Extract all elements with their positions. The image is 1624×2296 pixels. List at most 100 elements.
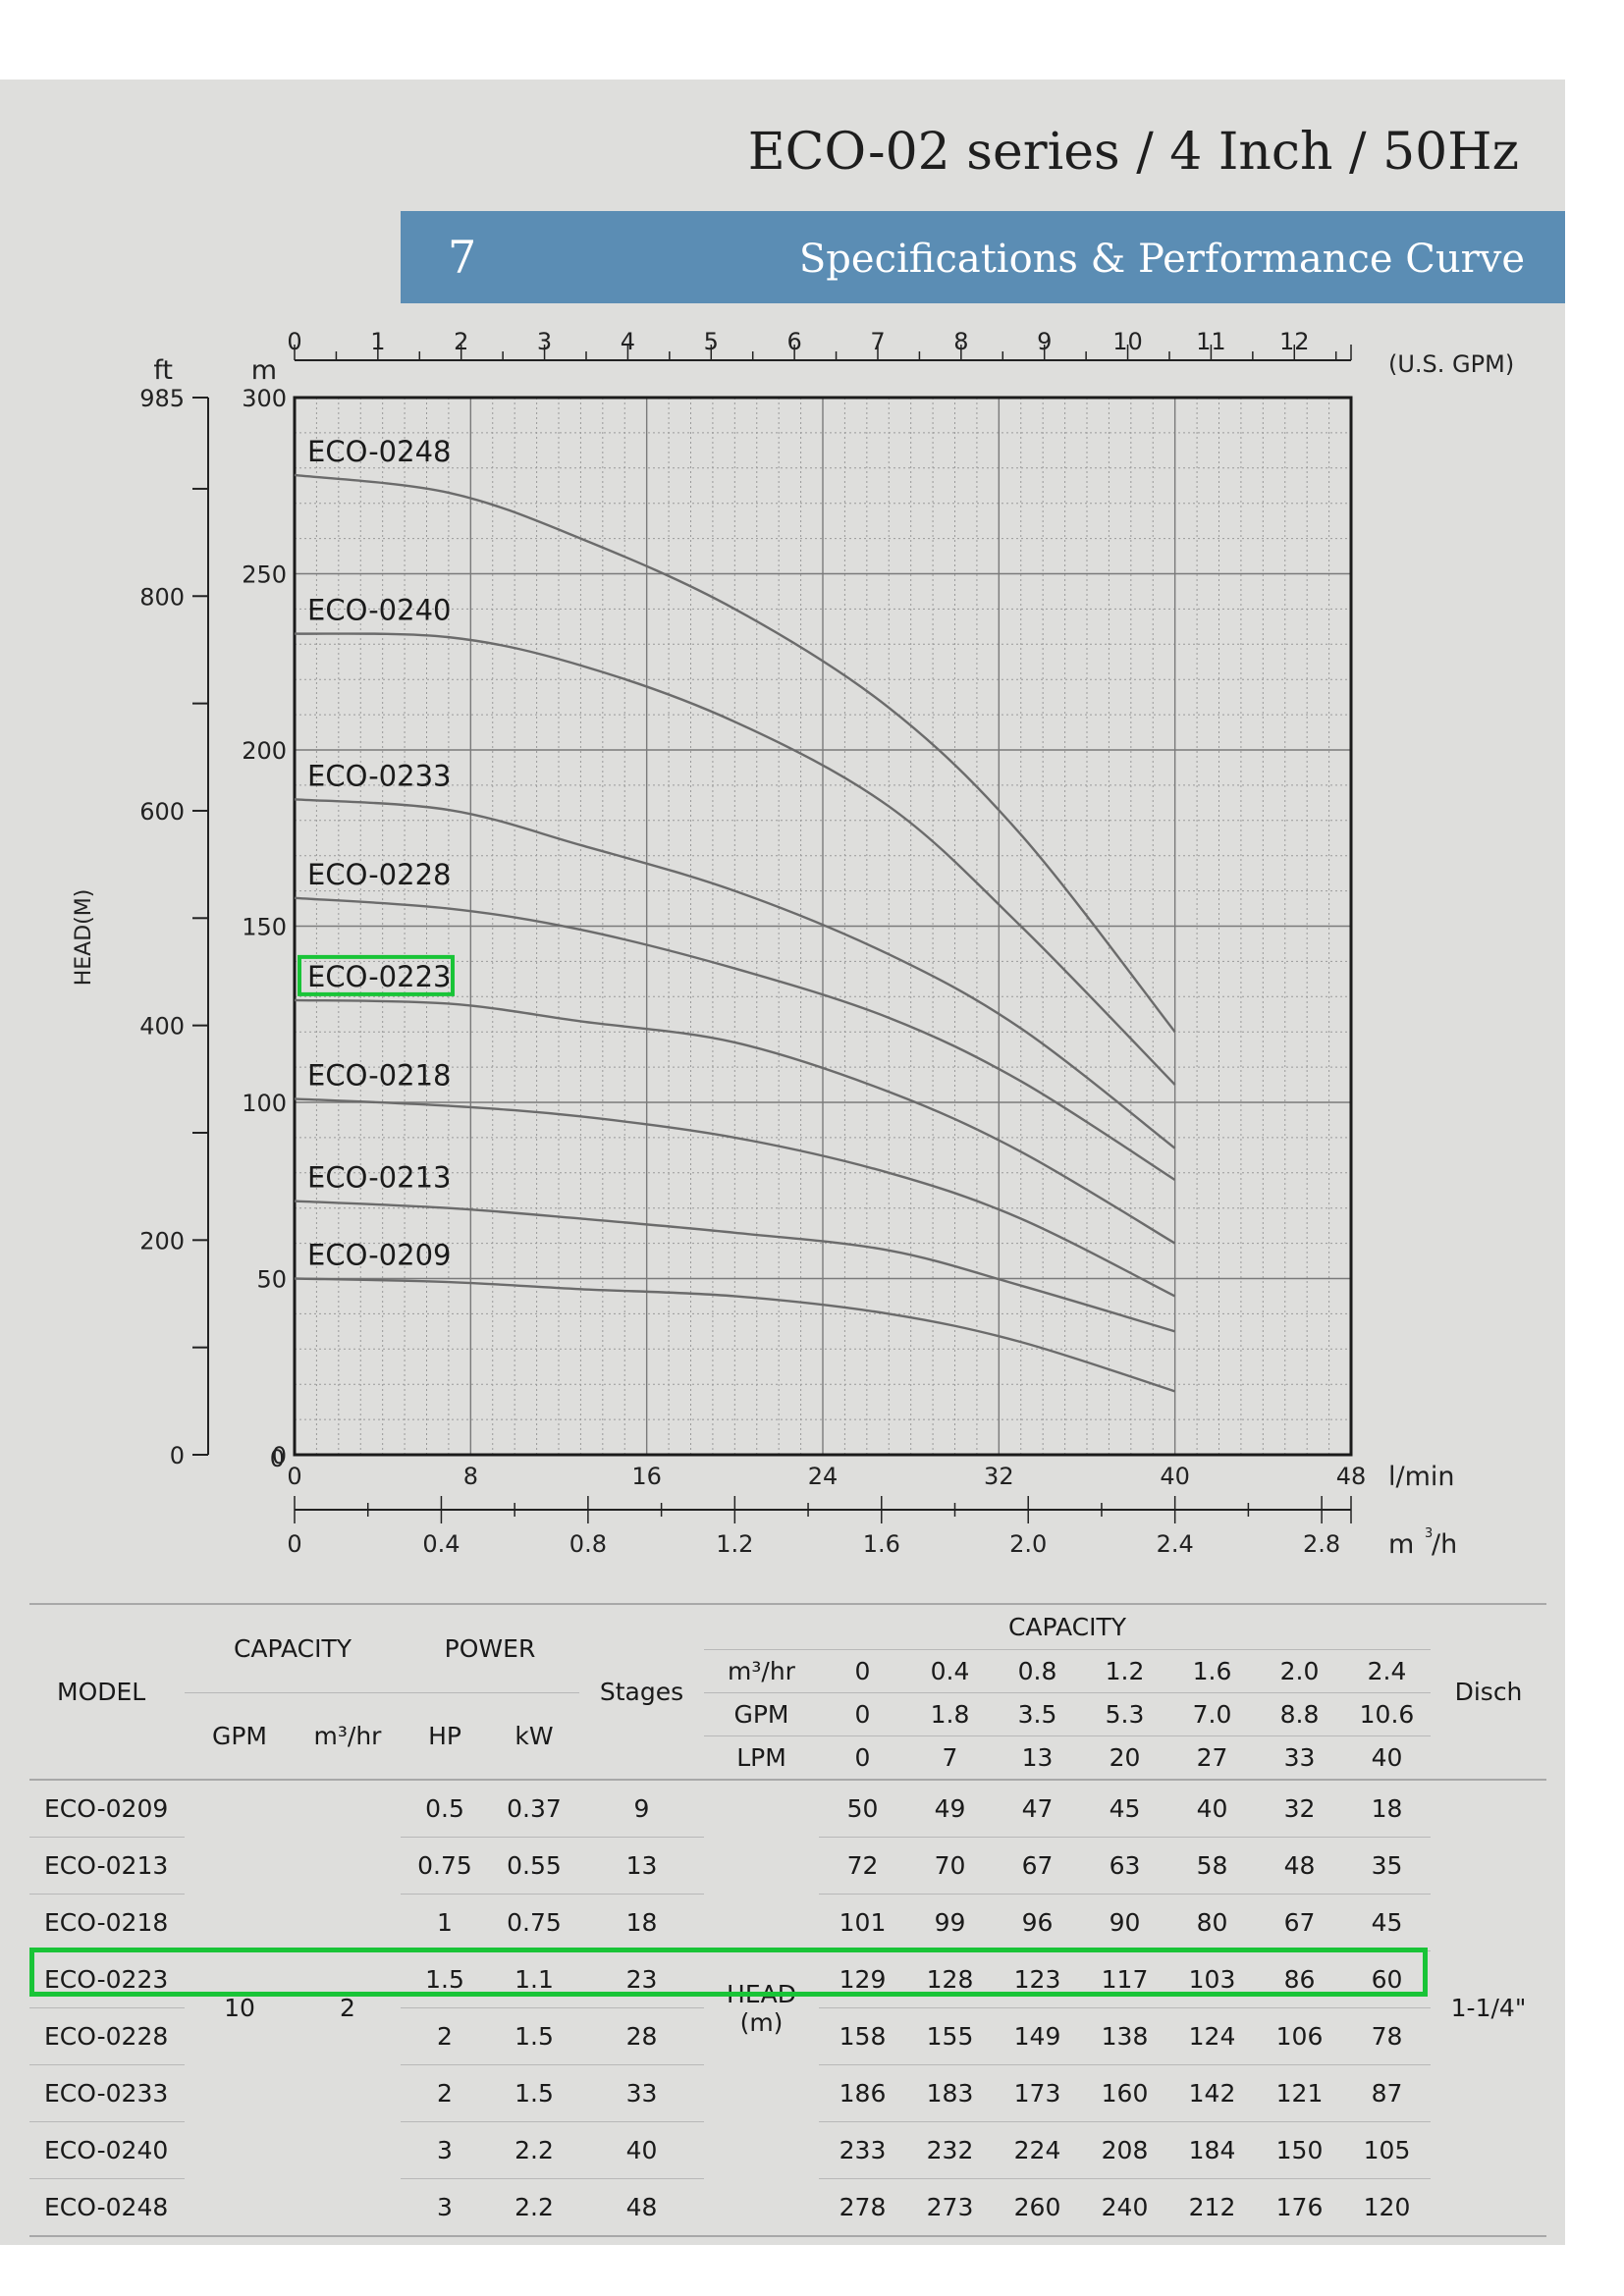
y-tick-label-m: 100 (242, 1090, 287, 1117)
plot-frame (293, 396, 1353, 1457)
gpm-row-label: GPM (704, 1692, 819, 1736)
curve-eco-0209 (294, 1277, 1176, 1393)
stages-cell: 40 (579, 2121, 704, 2179)
capacity-gpm-value: 8.8 (1256, 1692, 1343, 1736)
head-value-cell: 87 (1343, 2064, 1431, 2122)
head-value-cell: 96 (994, 1894, 1081, 1951)
head-value-cell: 18 (1343, 1780, 1431, 1838)
top-gpm-tick-label: 11 (1196, 328, 1226, 355)
head-value-cell: 70 (906, 1837, 994, 1895)
x-tick-label-m3h: 1.2 (716, 1530, 753, 1558)
capacity-lpm-value: 27 (1168, 1735, 1256, 1781)
head-label: HEAD (m) (704, 1780, 819, 2237)
head-value-cell: 60 (1343, 1950, 1431, 2008)
hp-cell: 0.5 (401, 1780, 489, 1838)
x-tick-label-lpm: 32 (984, 1463, 1014, 1490)
head-value-cell: 49 (906, 1780, 994, 1838)
table-row: ECO-0223 1.5 1.1 23 129 128 123 117 103 86 60 (29, 1950, 1546, 2008)
model-cell: ECO-0228 (29, 2007, 185, 2065)
x-tick-label-m3h: 0 (287, 1530, 301, 1558)
capacity-gpm-value: 3.5 (994, 1692, 1081, 1736)
y-zero-label: 0 (270, 1445, 285, 1472)
capacity-gpm-row: GPM m³/hr HP kW GPM 0 1.8 3.5 5.3 7.0 8.8 10.6 (29, 1692, 1546, 1781)
head-value-cell: 129 (819, 1950, 906, 2008)
series-label-eco-0228: ECO-0228 (307, 858, 451, 891)
head-value-cell: 58 (1168, 1837, 1256, 1895)
x-tick-label-lpm: 0 (287, 1463, 301, 1490)
hp-cell: 3 (401, 2178, 489, 2237)
head-value-cell: 278 (819, 2178, 906, 2237)
head-value-cell: 173 (994, 2064, 1081, 2122)
x-unit-m3h: m (1388, 1529, 1414, 1560)
curve-eco-0240 (294, 632, 1176, 1086)
y-tick-label-m: 300 (242, 385, 287, 412)
capacity-lpm-value: 20 (1081, 1735, 1168, 1781)
head-value-cell: 99 (906, 1894, 994, 1951)
lpm-row-label: LPM (704, 1735, 819, 1781)
y-tick-label-m: 200 (242, 737, 287, 765)
capacity-lpm-row: LPM 0 7 13 20 27 33 40 (29, 1735, 1546, 1781)
x-tick-label-lpm: 40 (1160, 1463, 1190, 1490)
model-cell: ECO-0209 (29, 1780, 185, 1838)
y-tick-label-m: 50 (256, 1266, 287, 1294)
capacity-gpm-value: 0 (819, 1692, 906, 1736)
highlight-box-series-label (298, 954, 455, 996)
head-value-cell: 183 (906, 2064, 994, 2122)
series-label-eco-0223: ECO-0223 (307, 960, 451, 993)
capacity-m3hr-value: 0 (819, 1649, 906, 1693)
disch-header: Disch (1431, 1603, 1546, 1781)
stages-cell: 48 (579, 2178, 704, 2237)
head-value-cell: 186 (819, 2064, 906, 2122)
spec-table: MODEL CAPACITY POWER Stages CAPACITY Dis… (29, 1603, 1546, 2237)
capacity-gpm-value: 10.6 (1343, 1692, 1431, 1736)
head-value-cell: 224 (994, 2121, 1081, 2179)
capacity-gpm-value: 5.3 (1081, 1692, 1168, 1736)
section-title: Specifications & Performance Curve (798, 237, 1525, 282)
table-row: ECO-0228 2 1.5 28 158 155 149 138 124 106 78 (29, 2007, 1546, 2065)
top-gpm-tick-label: 9 (1037, 328, 1052, 355)
major-grid (295, 398, 1351, 1455)
head-value-cell: 150 (1256, 2121, 1343, 2179)
kw-header: kW (489, 1692, 579, 1781)
capacity-lpm-value: 40 (1343, 1735, 1431, 1781)
series-label-eco-0218: ECO-0218 (307, 1058, 451, 1092)
capacity-lpm-value: 7 (906, 1735, 994, 1781)
disch-value: 1-1/4" (1431, 1780, 1546, 2237)
capacity-header: CAPACITY (185, 1603, 401, 1693)
head-value-cell: 103 (1168, 1950, 1256, 2008)
capacity-gpm-value: 1.8 (906, 1692, 994, 1736)
series-label-eco-0233: ECO-0233 (307, 759, 451, 792)
x-tick-label-m3h: 2.0 (1009, 1530, 1047, 1558)
curve-eco-0248 (294, 473, 1176, 1033)
series-label-eco-0209: ECO-0209 (307, 1239, 451, 1272)
top-gpm-tick-label: 10 (1112, 328, 1143, 355)
m3hr-row-label: m³/hr (704, 1649, 819, 1693)
kw-cell: 1.5 (489, 2007, 579, 2065)
head-value-cell: 45 (1081, 1780, 1168, 1838)
head-value-cell: 260 (994, 2178, 1081, 2237)
model-cell: ECO-0213 (29, 1837, 185, 1895)
stages-cell: 23 (579, 1950, 704, 2008)
y-tick-label-m: 150 (242, 914, 287, 941)
kw-cell: 0.55 (489, 1837, 579, 1895)
head-value-cell: 105 (1343, 2121, 1431, 2179)
stages-header: Stages (579, 1603, 704, 1781)
series-title: ECO-02 series / 4 Inch / 50Hz (747, 123, 1519, 182)
hp-cell: 1.5 (401, 1950, 489, 2008)
head-value-cell: 149 (994, 2007, 1081, 2065)
head-value-cell: 106 (1256, 2007, 1343, 2065)
y-unit-m: m (251, 355, 277, 386)
model-header: MODEL (29, 1603, 185, 1781)
model-cell: ECO-0218 (29, 1894, 185, 1951)
hp-cell: 1 (401, 1894, 489, 1951)
kw-cell: 0.37 (489, 1780, 579, 1838)
model-cell: ECO-0240 (29, 2121, 185, 2179)
curve-eco-0223 (294, 998, 1176, 1245)
section-number: 7 (448, 231, 477, 284)
x-tick-label-m3h: 1.6 (863, 1530, 900, 1558)
head-value-cell: 90 (1081, 1894, 1168, 1951)
model-cell: ECO-0233 (29, 2064, 185, 2122)
series-label-eco-0248: ECO-0248 (307, 435, 451, 468)
head-label-line2: (m) (739, 2007, 784, 2037)
top-gpm-tick-label: 7 (870, 328, 885, 355)
